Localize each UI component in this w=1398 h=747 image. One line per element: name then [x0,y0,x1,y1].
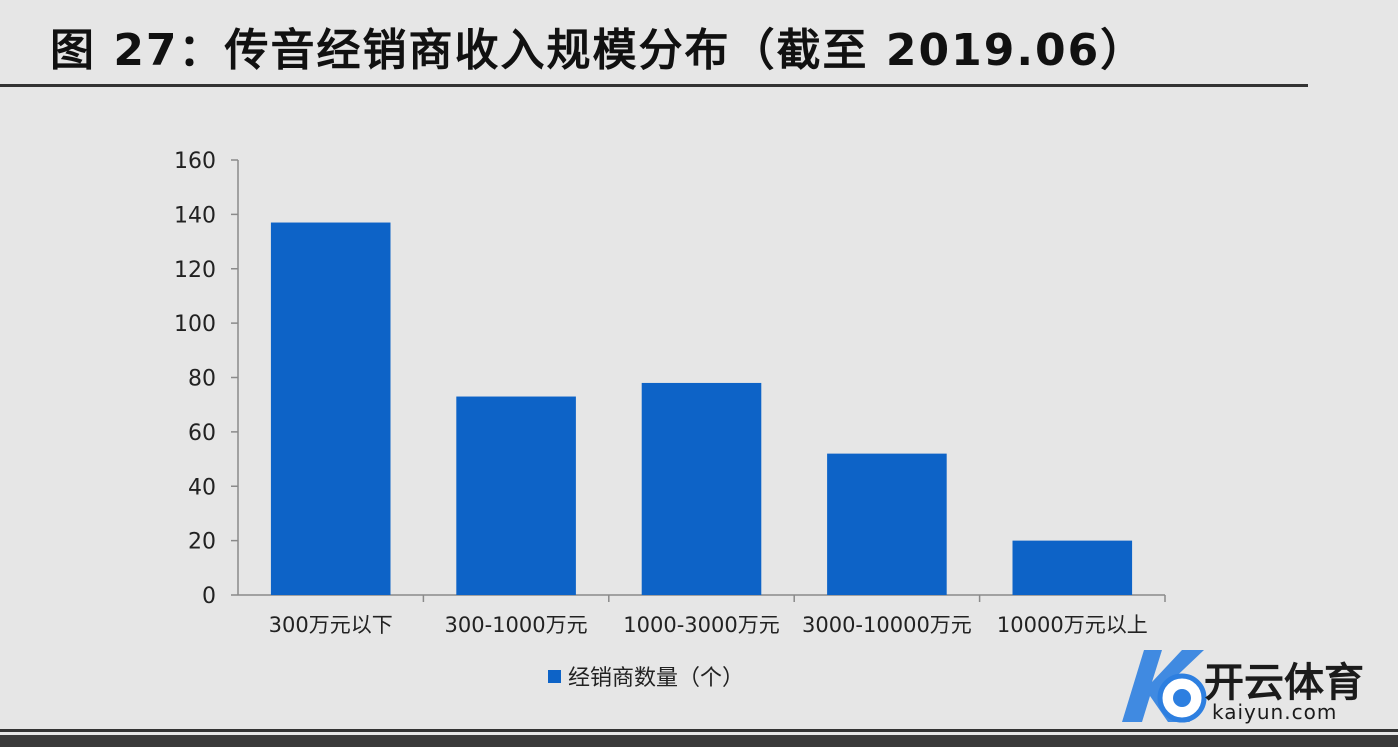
bar [1012,540,1133,595]
x-tick-label: 300万元以下 [269,613,393,637]
figure-title: 图 27：传音经销商收入规模分布（截至 2019.06） [50,25,1147,76]
y-tick-label: 80 [188,367,216,392]
y-tick-label: 20 [188,530,216,555]
legend-swatch [548,670,561,683]
watermark-logo: 开云体育 kaiyun.com [1112,642,1392,732]
x-axis-labels: 300万元以下 300-1000万元 1000-3000万元 3000-10000万元… [269,613,1148,637]
y-tick-label: 160 [174,149,216,174]
bar [827,453,947,595]
y-tick-label: 0 [202,584,216,609]
y-tick-label: 100 [174,312,216,337]
y-tick-label: 140 [174,203,216,228]
bar [641,382,762,595]
bottom-divider [0,729,1398,732]
kaiyun-logo-icon [1122,650,1207,723]
watermark-text-en: kaiyun.com [1212,700,1338,724]
x-tick-label: 1000-3000万元 [623,613,779,637]
x-tick-label: 10000万元以上 [997,613,1148,637]
x-tick-label: 3000-10000万元 [802,613,972,637]
bars [270,222,1133,595]
bar [270,222,391,595]
y-axis-ticks: 0 20 40 60 80 100 120 140 160 [174,149,238,609]
bar [456,396,576,595]
title-divider [0,84,1308,87]
chart-legend: 经销商数量（个） [548,666,744,691]
y-tick-label: 40 [188,475,216,500]
y-tick-label: 60 [188,421,216,446]
watermark-text-cn: 开云体育 [1204,660,1364,706]
x-tick-label: 300-1000万元 [445,613,588,637]
bottom-band [0,735,1398,747]
legend-label: 经销商数量（个） [568,666,744,691]
y-tick-label: 120 [174,258,216,283]
